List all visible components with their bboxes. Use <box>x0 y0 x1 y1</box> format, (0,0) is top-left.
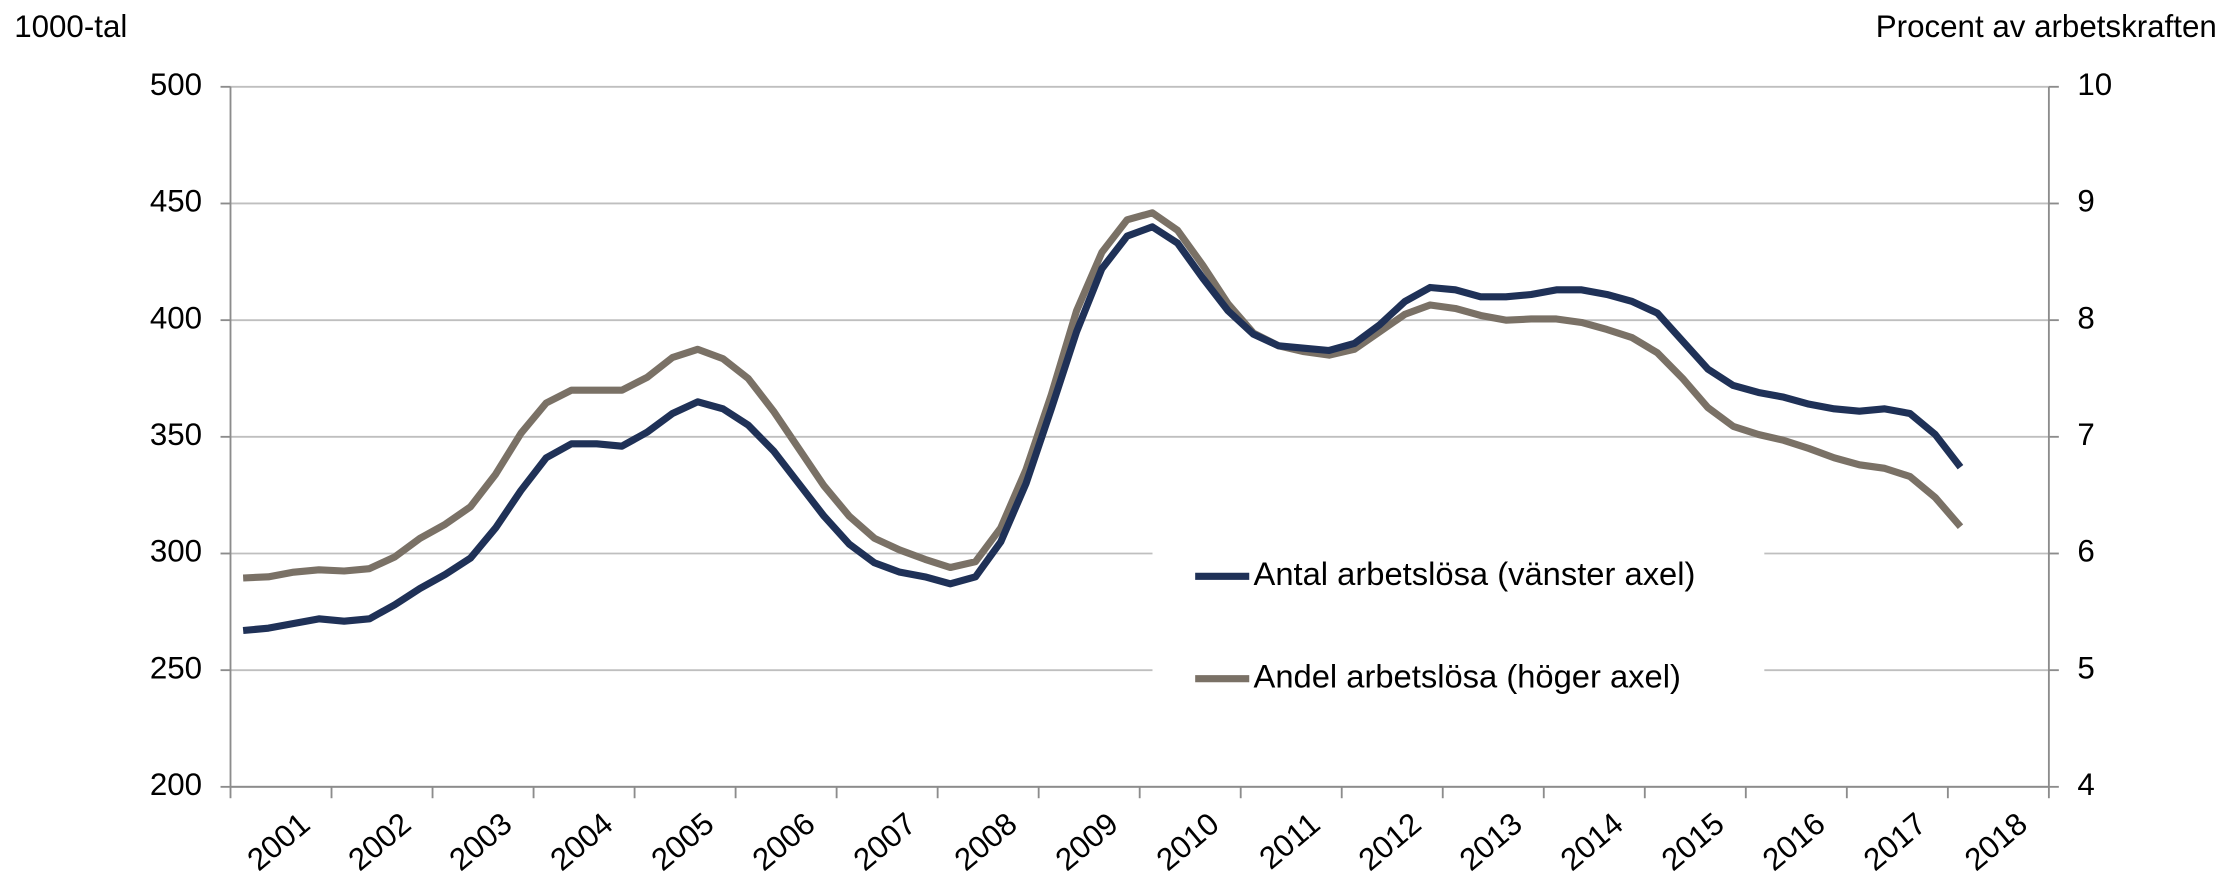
x-tick-label: 2002 <box>342 806 418 878</box>
y-tick-label: 200 <box>150 767 202 802</box>
x-tick-label: 2007 <box>847 806 923 878</box>
x-tick-label: 2016 <box>1756 806 1832 878</box>
x-tick-label: 2014 <box>1554 806 1630 878</box>
x-tick-label: 2017 <box>1857 806 1933 878</box>
x-tick-label: 2018 <box>1958 806 2034 878</box>
series-line <box>242 223 1964 635</box>
x-tick-label: 2005 <box>645 806 721 878</box>
y-tick-label: 250 <box>150 650 202 685</box>
y-tick-label: 300 <box>150 534 202 569</box>
x-tick-label: 2008 <box>948 806 1024 878</box>
legend-label: Andel arbetslösa (höger axel) <box>1254 657 1681 694</box>
x-tick-label: 2013 <box>1453 806 1529 878</box>
y2-axis-title: Procent av arbetskraften <box>1876 9 2217 44</box>
legend-label: Antal arbetslösa (vänster axel) <box>1254 555 1696 592</box>
x-tick-label: 2001 <box>241 806 317 878</box>
y-axis-title: 1000-tal <box>14 9 127 44</box>
x-tick-label: 2015 <box>1655 806 1731 878</box>
x-tick-label: 2011 <box>1253 806 1327 876</box>
x-tick-label: 2012 <box>1352 806 1428 878</box>
y2-tick-label: 5 <box>2077 650 2094 685</box>
y2-tick-label: 7 <box>2077 417 2094 452</box>
series-line <box>242 209 1964 582</box>
y2-tick-label: 10 <box>2077 67 2112 102</box>
y2-tick-label: 8 <box>2077 300 2094 335</box>
x-tick-label: 2003 <box>443 806 519 878</box>
legend: Antal arbetslösa (vänster axel) Andel arb… <box>1152 544 1765 713</box>
legend-box <box>1152 544 1765 713</box>
y-tick-label: 500 <box>150 67 202 102</box>
x-tick-label: 2006 <box>746 806 822 878</box>
y-tick-label: 350 <box>150 417 202 452</box>
y2-tick-label: 4 <box>2077 767 2094 802</box>
y2-tick-label: 6 <box>2077 534 2094 569</box>
y-tick-label: 400 <box>150 300 202 335</box>
x-tick-label: 2004 <box>544 806 620 878</box>
y2-tick-label: 9 <box>2077 184 2094 219</box>
x-tick-label: 2010 <box>1150 806 1226 878</box>
y-tick-label: 450 <box>150 184 202 219</box>
x-tick-label: 2009 <box>1049 806 1125 878</box>
